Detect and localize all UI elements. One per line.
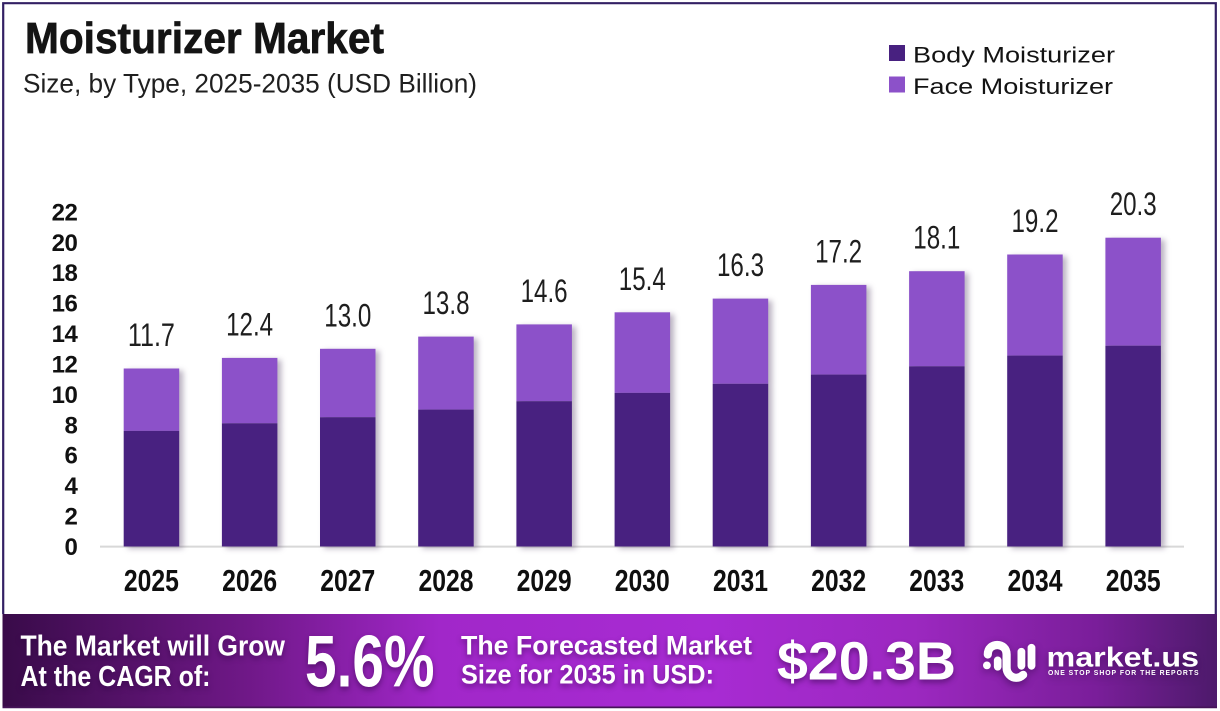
svg-text:12: 12 <box>52 352 78 379</box>
svg-text:market.us: market.us <box>1047 641 1200 673</box>
svg-text:2030: 2030 <box>615 563 670 598</box>
svg-text:10: 10 <box>52 382 78 409</box>
svg-text:14.6: 14.6 <box>521 273 568 309</box>
svg-text:19.2: 19.2 <box>1012 203 1059 239</box>
svg-text:5.6%: 5.6% <box>305 621 435 702</box>
svg-text:At the CAGR of:: At the CAGR of: <box>21 661 211 693</box>
svg-text:11.7: 11.7 <box>128 317 175 353</box>
svg-text:Size, by Type, 2025-2035 (USD: Size, by Type, 2025-2035 (USD Billion) <box>23 69 477 99</box>
svg-text:22: 22 <box>52 199 78 226</box>
svg-text:13.0: 13.0 <box>324 297 371 333</box>
svg-text:20.3: 20.3 <box>1110 186 1157 222</box>
svg-text:6: 6 <box>64 443 77 470</box>
svg-text:The Forecasted Market: The Forecasted Market <box>461 631 752 661</box>
svg-text:14: 14 <box>52 321 79 348</box>
svg-text:2: 2 <box>64 504 77 531</box>
svg-text:17.2: 17.2 <box>815 233 862 269</box>
svg-text:15.4: 15.4 <box>619 261 666 297</box>
svg-text:Face Moisturizer: Face Moisturizer <box>913 74 1113 99</box>
svg-text:2028: 2028 <box>419 563 474 598</box>
svg-text:2027: 2027 <box>320 563 375 598</box>
svg-text:2034: 2034 <box>1008 563 1064 598</box>
svg-text:2025: 2025 <box>124 563 179 598</box>
svg-text:2026: 2026 <box>222 563 277 598</box>
svg-text:2035: 2035 <box>1106 563 1161 598</box>
svg-text:Moisturizer Market: Moisturizer Market <box>25 14 384 63</box>
svg-text:13.8: 13.8 <box>423 285 470 321</box>
svg-text:16.3: 16.3 <box>717 247 764 283</box>
svg-text:Body Moisturizer: Body Moisturizer <box>913 43 1115 68</box>
svg-text:2033: 2033 <box>909 563 964 598</box>
svg-text:8: 8 <box>64 412 77 439</box>
svg-text:Size for 2035 in USD:: Size for 2035 in USD: <box>461 659 714 689</box>
svg-text:18: 18 <box>52 260 78 287</box>
svg-text:20: 20 <box>52 230 78 257</box>
svg-text:2029: 2029 <box>517 563 572 598</box>
svg-text:12.4: 12.4 <box>226 306 273 342</box>
svg-text:ONE STOP SHOP FOR THE REPORTS: ONE STOP SHOP FOR THE REPORTS <box>1048 670 1200 677</box>
svg-text:$20.3B: $20.3B <box>777 632 956 692</box>
svg-text:0: 0 <box>64 534 77 561</box>
svg-text:16: 16 <box>52 291 78 318</box>
svg-text:2031: 2031 <box>713 563 768 598</box>
svg-text:18.1: 18.1 <box>913 220 960 256</box>
svg-text:2032: 2032 <box>811 563 866 598</box>
svg-text:4: 4 <box>64 473 78 500</box>
svg-text:The Market will Grow: The Market will Grow <box>21 630 286 662</box>
